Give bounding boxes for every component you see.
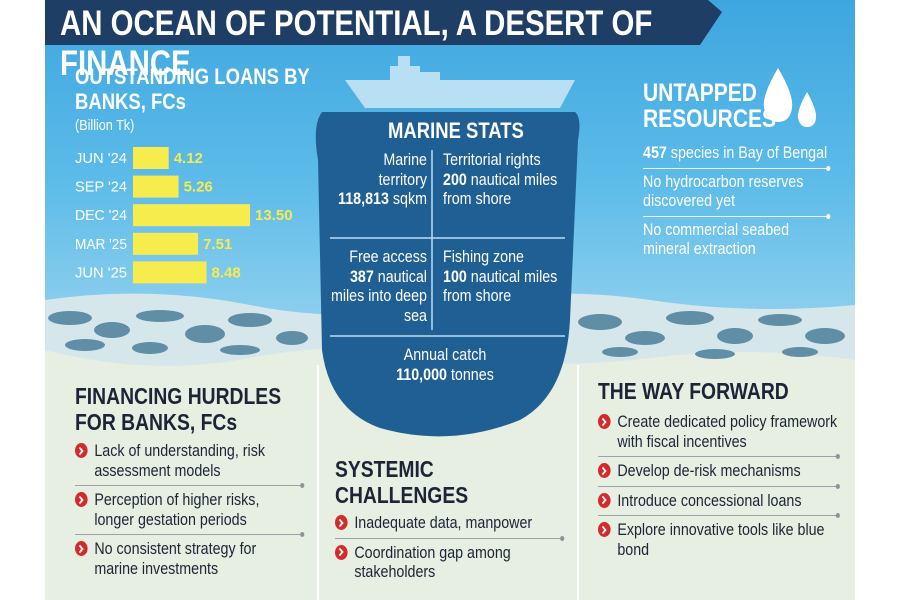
category-label: JUN '24 — [75, 150, 127, 167]
stat-value-line: 200 nautical miles from shore — [443, 170, 578, 209]
list-item: Explore innovative tools like blue bond — [598, 513, 840, 564]
systemic-title: SYSTEMIC CHALLENGES — [335, 456, 469, 509]
value-label: 13.50 — [255, 207, 293, 224]
item-text: No hydrocarbon reserves discovered yet — [643, 172, 828, 211]
list-item: Introduce concessional loans — [598, 483, 840, 516]
stat-value-line: 100 nautical miles from shore — [443, 267, 573, 306]
bar — [133, 204, 250, 227]
item-text: Explore innovative tools like blue bond — [617, 520, 825, 559]
stat-figure: 100 — [443, 266, 467, 286]
bullet-icon — [75, 492, 88, 508]
item-figure: 457 — [643, 143, 667, 162]
bullet-icon — [335, 544, 348, 560]
way-list: Create dedicated policy framework with f… — [598, 408, 840, 564]
bullet-icon — [335, 515, 348, 530]
list-item: No hydrocarbon reserves discovered yet — [643, 165, 831, 216]
category-label: JUN '25 — [75, 264, 127, 281]
stat-cell: Free access 387 nautical miles into deep … — [325, 247, 427, 325]
list-item: Inadequate data, manpower — [335, 509, 562, 538]
bar — [133, 147, 169, 169]
stat-value-line: 118,813 sqkm — [335, 189, 427, 209]
item-text: Create dedicated policy framework with f… — [617, 412, 838, 451]
stat-unit: nautical miles from shore — [443, 266, 558, 306]
bullet-icon — [598, 414, 611, 429]
item-text: Coordination gap among stakeholders — [354, 542, 511, 582]
item-text-part: No commercial seabed mineral extraction — [643, 219, 790, 259]
ship-hull — [345, 80, 575, 108]
way-title: THE WAY FORWARD — [598, 378, 789, 404]
item-text: Introduce concessional loans — [617, 490, 802, 510]
item-text: No commercial seabed mineral extraction — [643, 220, 828, 259]
item-text-part: No hydrocarbon reserves discovered yet — [643, 171, 804, 211]
list-item: Create dedicated policy framework with f… — [598, 408, 837, 456]
category-label: MAR '25 — [75, 236, 127, 253]
value-label: 8.48 — [211, 264, 240, 281]
stat-figure: 387 — [349, 266, 374, 286]
list-item: No consistent strategy for marine invest… — [75, 532, 305, 583]
bullet-icon — [598, 492, 611, 508]
stat-figure: 118,813 — [338, 189, 389, 209]
chart-title: OUTSTANDING LOANS BY BANKS, FCs — [75, 64, 310, 115]
item-text: Develop de-risk mechanisms — [617, 461, 801, 481]
value-label: 5.26 — [184, 179, 213, 196]
stats-title: MARINE STATS — [388, 118, 524, 143]
chart-subtitle: (Billion Tk) — [75, 117, 135, 134]
stat-label: Marine territory — [378, 150, 427, 189]
ship-deck — [390, 56, 440, 80]
item-text: Lack of understanding, risk assessment m… — [94, 441, 265, 480]
stat-figure: 200 — [443, 169, 467, 189]
title-band — [45, 0, 722, 45]
stat-unit: tonnes — [450, 364, 494, 384]
stat-cell: Fishing zone 100 nautical miles from shor… — [443, 247, 573, 306]
item-text: No consistent strategy for marine invest… — [94, 539, 257, 578]
stat-label: Territorial rights — [443, 150, 541, 169]
hurdles-title: FINANCING HURDLES FOR BANKS, FCs — [75, 383, 282, 436]
list-item: Coordination gap among stakeholders — [335, 535, 565, 587]
bullet-icon — [598, 522, 611, 538]
category-label: DEC '24 — [75, 207, 127, 224]
stat-figure: 110,000 — [396, 364, 447, 384]
list-item: Develop de-risk mechanisms — [598, 454, 840, 486]
stat-label: Free access — [349, 247, 427, 266]
drop-icon — [763, 68, 793, 122]
value-label: 7.51 — [203, 236, 232, 253]
hurdles-list: Lack of understanding, risk assessment m… — [75, 437, 305, 583]
item-text: 457 species in Bay of Bengal — [643, 143, 827, 163]
stat-unit: nautical miles from shore — [443, 169, 558, 209]
item-text: Perception of higher risks, longer gesta… — [94, 490, 260, 529]
category-label: SEP '24 — [75, 179, 127, 196]
value-label: 4.12 — [174, 150, 203, 167]
stat-unit: sqkm — [392, 189, 427, 209]
untapped-title: UNTAPPED RESOURCES — [643, 79, 777, 134]
bar — [133, 261, 207, 284]
systemic-list: Inadequate data, manpower Coordination ga… — [335, 509, 565, 587]
marine-blob — [315, 112, 580, 437]
bullet-icon — [75, 541, 88, 557]
list-item: 457 species in Bay of Bengal — [643, 140, 828, 168]
stat-cell: Marine territory 118,813 sqkm — [335, 150, 427, 209]
bullet-icon — [75, 443, 88, 458]
stat-unit: nautical miles into deep sea — [330, 266, 427, 325]
stat-cell: Annual catch 110,000 tonnes — [340, 345, 550, 384]
bar — [133, 232, 199, 255]
page-title: AN OCEAN OF POTENTIAL, A DESERT OF FINAN… — [60, 4, 653, 84]
item-text-part: species in Bay of Bengal — [670, 143, 828, 162]
drop-icon — [797, 92, 817, 127]
stat-label: Fishing zone — [443, 247, 524, 266]
stat-label: Annual catch — [403, 345, 487, 364]
bullet-icon — [598, 463, 611, 479]
stat-value-line: 110,000 tonnes — [340, 365, 550, 385]
bar — [133, 175, 179, 198]
stat-value-line: 387 nautical miles into deep sea — [325, 267, 427, 326]
item-text: Inadequate data, manpower — [354, 513, 533, 532]
untapped-list: 457 species in Bay of Bengal No hydrocarb… — [643, 140, 831, 264]
list-item: No commercial seabed mineral extraction — [643, 213, 831, 264]
stat-cell: Territorial rights 200 nautical miles fro… — [443, 150, 578, 209]
list-item: Lack of understanding, risk assessment m… — [75, 437, 302, 485]
loan-chart: JUN '24 4.12 SEP '24 5.26 DEC '24 13.50 MAR '2… — [75, 147, 293, 284]
pebbles — [48, 310, 845, 359]
list-item: Perception of higher risks, longer gesta… — [75, 483, 305, 534]
